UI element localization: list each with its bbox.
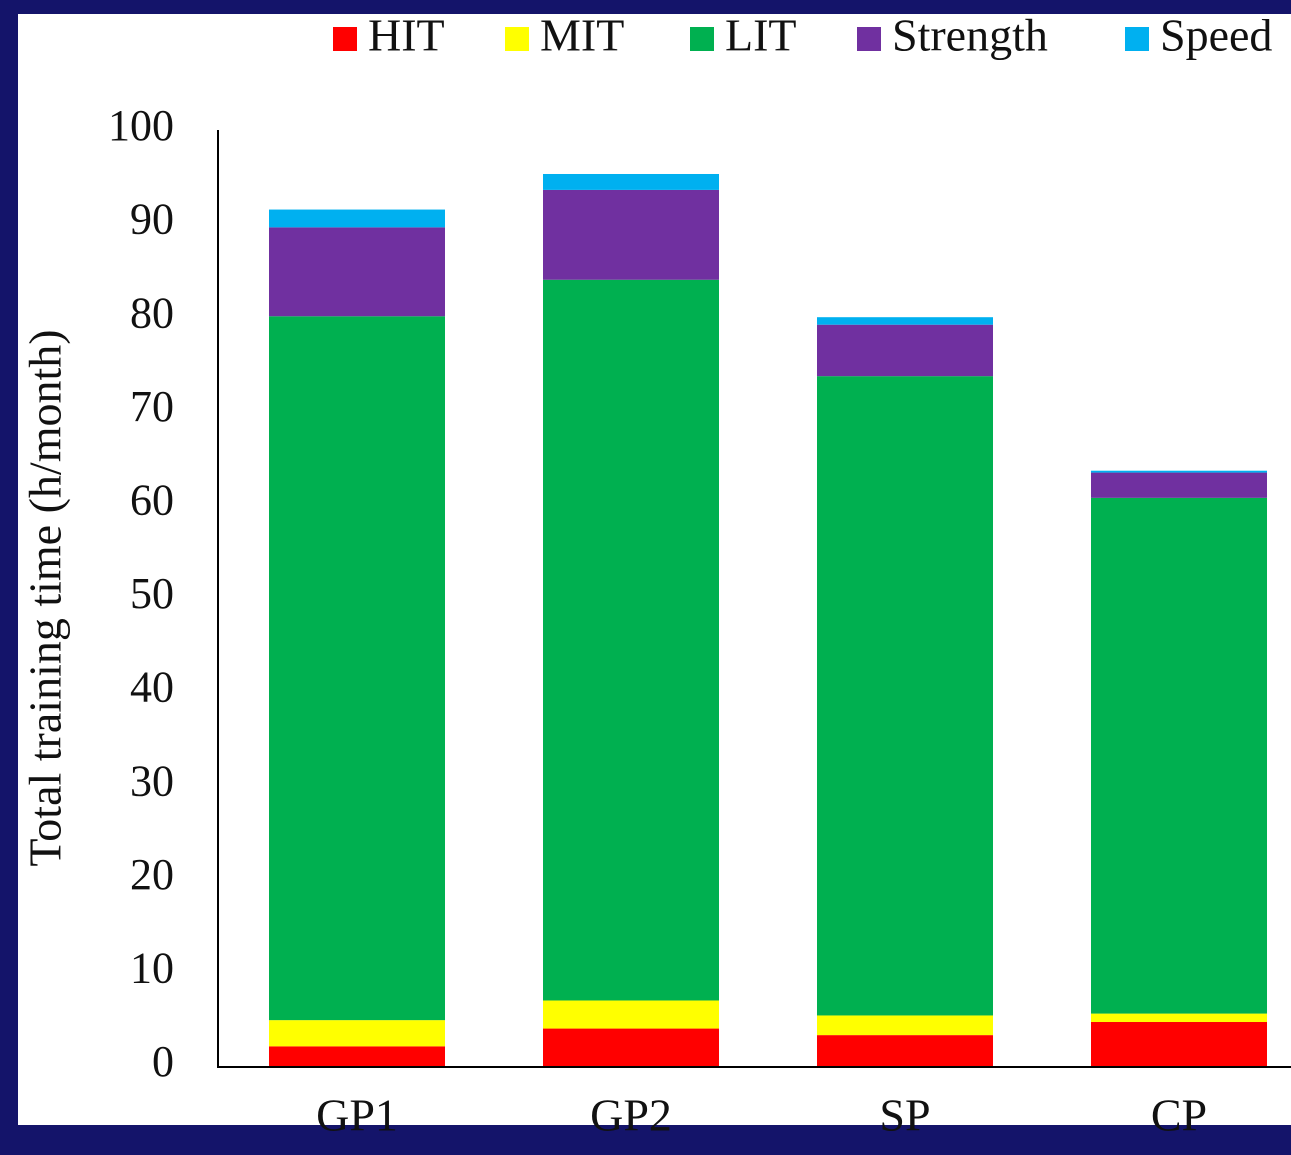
y-tick-label: 10 [130, 943, 174, 992]
bar-segment [1091, 1013, 1267, 1023]
x-tick-label: CP [1151, 1090, 1207, 1141]
bar-segment [543, 279, 719, 1001]
bar-segment [269, 1046, 445, 1066]
bar-segment [817, 1015, 993, 1036]
bar-segment [269, 227, 445, 317]
y-tick-label: 100 [108, 101, 174, 150]
x-tick-label: GP1 [316, 1090, 398, 1141]
legend-swatch [505, 27, 529, 51]
y-tick-label: 80 [130, 288, 174, 337]
bar-segment [1091, 1022, 1267, 1066]
y-tick-label: 50 [130, 569, 174, 618]
x-tick-label: GP2 [590, 1090, 672, 1141]
legend-label: MIT [540, 10, 624, 61]
y-axis-label: Total training time (h/month) [20, 329, 71, 866]
legend-label: LIT [725, 10, 797, 61]
legend-label: HIT [368, 10, 445, 61]
bar-segment [269, 1020, 445, 1047]
y-tick-label: 40 [130, 663, 174, 712]
legend-swatch [857, 27, 881, 51]
bar-segment [817, 1035, 993, 1066]
bar-segment [817, 324, 993, 377]
bar-segment [269, 209, 445, 228]
legend-label: Strength [892, 10, 1048, 61]
bar-segment [269, 316, 445, 1021]
legend-swatch [1125, 27, 1149, 51]
bar-segment [1091, 470, 1267, 473]
legend-label: Speed [1160, 10, 1272, 61]
bar-segment [543, 189, 719, 280]
bar-segment [543, 173, 719, 190]
bar-segment [543, 1028, 719, 1066]
legend-swatch [333, 27, 357, 51]
legend-swatch [690, 27, 714, 51]
bar-segment [817, 317, 993, 325]
y-tick-label: 90 [130, 195, 174, 244]
y-tick-label: 20 [130, 850, 174, 899]
bar-segment [1091, 472, 1267, 498]
y-tick-label: 0 [152, 1037, 174, 1086]
bar-segment [543, 1000, 719, 1029]
y-tick-label: 70 [130, 382, 174, 431]
y-tick-label: 30 [130, 756, 174, 805]
x-tick-label: SP [879, 1090, 930, 1141]
bar-segment [1091, 497, 1267, 1014]
y-tick-label: 60 [130, 475, 174, 524]
bar-segment [817, 376, 993, 1016]
